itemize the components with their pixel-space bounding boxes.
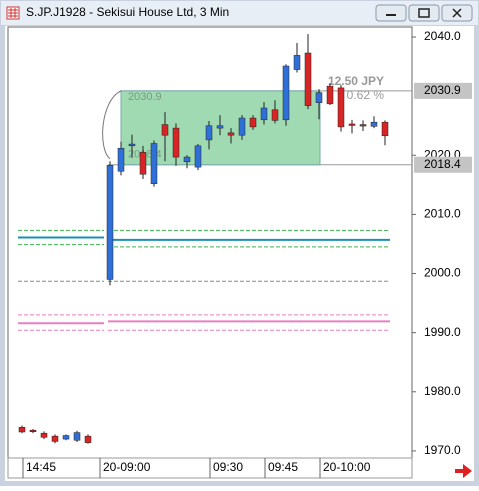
- candle-body: [216, 125, 224, 129]
- candle-body: [40, 432, 48, 438]
- candle-body: [183, 156, 191, 163]
- restore-button[interactable]: [408, 4, 440, 22]
- candle-body: [194, 145, 202, 168]
- candle-body: [359, 124, 367, 127]
- minimize-button[interactable]: [375, 4, 407, 22]
- y-tick-label: 1980.0: [424, 384, 461, 398]
- candle-body: [337, 87, 345, 128]
- measure-change-pct: 0.62 %: [347, 88, 385, 102]
- y-tick-label: 2000.0: [424, 266, 461, 280]
- price-marker-box: [414, 82, 472, 99]
- x-tick-label: 20-10:00: [323, 460, 371, 474]
- candle-body: [117, 147, 125, 172]
- restore-icon: [418, 8, 430, 18]
- candle-body: [18, 427, 26, 433]
- measure-top-label: 2030.9: [128, 91, 162, 103]
- candle-body: [249, 117, 257, 128]
- x-tick-label: 09:45: [268, 460, 298, 474]
- candle-body: [348, 123, 356, 126]
- candle-body: [282, 65, 290, 121]
- x-tick-label: 14:45: [26, 460, 56, 474]
- candle-body: [139, 152, 147, 175]
- candle-body: [260, 107, 268, 121]
- candle-body: [84, 435, 92, 443]
- candle-body: [293, 55, 301, 70]
- window-icon-grid: [8, 8, 18, 18]
- candle-body: [161, 124, 169, 136]
- window-title: S.JP.J1928 - Sekisui House Ltd, 3 Min: [26, 5, 229, 19]
- candle-body: [172, 127, 180, 158]
- price-marker-label: 2030.9: [424, 83, 461, 97]
- y-tick-label: 1970.0: [424, 443, 461, 457]
- y-tick-label: 2010.0: [424, 207, 461, 221]
- x-tick-label: 20-09:00: [103, 460, 151, 474]
- candle-body: [150, 143, 158, 184]
- candle-body: [51, 435, 59, 442]
- measure-arc: [102, 90, 122, 160]
- candle-body: [128, 143, 136, 147]
- measure-change: 12.50 JPY: [328, 74, 384, 88]
- candle-body: [62, 435, 70, 440]
- y-tick-label: 1990.0: [424, 325, 461, 339]
- close-icon: [452, 8, 462, 18]
- candle-body: [205, 125, 213, 141]
- candle-body: [29, 429, 37, 432]
- candle-body: [106, 165, 114, 280]
- x-tick-label: 09:30: [213, 460, 243, 474]
- price-marker-box: [414, 156, 472, 173]
- candle-body: [227, 132, 235, 136]
- candle-body: [381, 121, 389, 137]
- candle-body: [304, 52, 312, 106]
- candle-body: [271, 109, 279, 121]
- candle-body: [315, 92, 323, 103]
- candle-body: [326, 85, 334, 105]
- price-marker-label: 2018.4: [424, 157, 461, 171]
- candle-body: [238, 117, 246, 136]
- scroll-arrow[interactable]: [455, 464, 472, 478]
- y-tick-label: 2040.0: [424, 29, 461, 43]
- candle-body: [370, 121, 378, 127]
- candle-body: [73, 432, 81, 441]
